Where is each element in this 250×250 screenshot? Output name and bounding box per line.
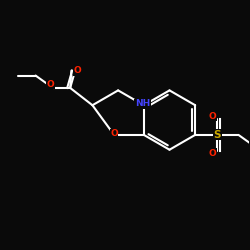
Text: O: O xyxy=(110,129,118,138)
Text: O: O xyxy=(208,149,216,158)
Text: NH: NH xyxy=(135,100,150,108)
Text: O: O xyxy=(208,112,216,121)
Text: S: S xyxy=(214,130,221,140)
Text: O: O xyxy=(46,80,54,89)
Text: O: O xyxy=(74,66,82,75)
